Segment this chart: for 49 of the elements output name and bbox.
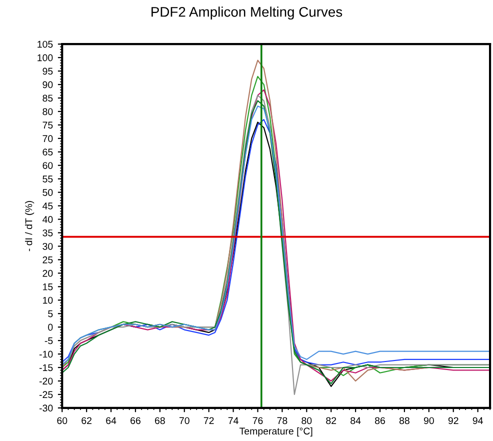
y-tick-label: 5 — [48, 310, 53, 318]
y-tick-label: 95 — [42, 68, 53, 75]
y-tick-label: -10 — [39, 350, 53, 358]
x-tick-label: 62 — [82, 417, 92, 424]
y-tick-label: 105 — [38, 40, 53, 48]
y-tick-label: -30 — [39, 404, 53, 412]
y-tick-label: 90 — [42, 81, 53, 88]
chart-title: PDF2 Amplicon Melting Curves — [152, 6, 342, 20]
y-tick-label: 85 — [42, 94, 53, 102]
x-tick-label: 66 — [130, 417, 140, 424]
y-tick-label: 25 — [42, 256, 53, 264]
x-tick-label: 78 — [277, 417, 288, 424]
y-tick-label: 15 — [43, 283, 53, 290]
x-tick-label: 72 — [204, 417, 214, 424]
y-tick-label: 50 — [42, 189, 53, 196]
y-tick-label: 60 — [42, 162, 53, 169]
x-tick-label: 74 — [228, 417, 238, 424]
y-tick-label: 55 — [42, 176, 53, 182]
x-tick-label: 64 — [106, 417, 116, 424]
x-axis-title: Temperature [°C] — [240, 427, 312, 436]
x-tick-label: 60 — [57, 417, 68, 424]
x-tick-label: 94 — [472, 417, 483, 424]
y-tick-label: 45 — [42, 202, 53, 210]
x-tick-label: 80 — [302, 417, 312, 424]
y-tick-label: 10 — [43, 296, 53, 304]
x-tick-label: 84 — [350, 417, 361, 424]
x-tick-label: 86 — [375, 417, 385, 424]
y-tick-label: 100 — [38, 54, 53, 62]
y-tick-label: -5 — [44, 337, 53, 344]
y-tick-label: 30 — [42, 242, 53, 250]
y-tick-label: 70 — [42, 135, 53, 142]
y-tick-label: 80 — [42, 108, 53, 116]
y-tick-label: 35 — [42, 229, 53, 236]
x-tick-label: 76 — [252, 417, 263, 424]
y-tick-label: 65 — [42, 148, 53, 156]
y-tick-label: 20 — [42, 270, 53, 277]
y-tick-label: 0 — [48, 324, 53, 331]
y-tick-label: -25 — [39, 391, 53, 398]
x-tick-label: 90 — [424, 417, 434, 424]
x-tick-label: 70 — [179, 417, 190, 424]
y-tick-label: 40 — [42, 216, 53, 223]
y-tick-label: -20 — [39, 378, 53, 385]
y-tick-label: 75 — [42, 122, 53, 129]
x-tick-label: 68 — [155, 417, 165, 424]
y-axis-title: - dI / dT (%) — [25, 201, 34, 252]
x-tick-label: 92 — [448, 417, 458, 424]
y-tick-label: -15 — [39, 364, 53, 372]
x-tick-label: 88 — [399, 417, 410, 424]
x-tick-label: 82 — [326, 417, 336, 424]
